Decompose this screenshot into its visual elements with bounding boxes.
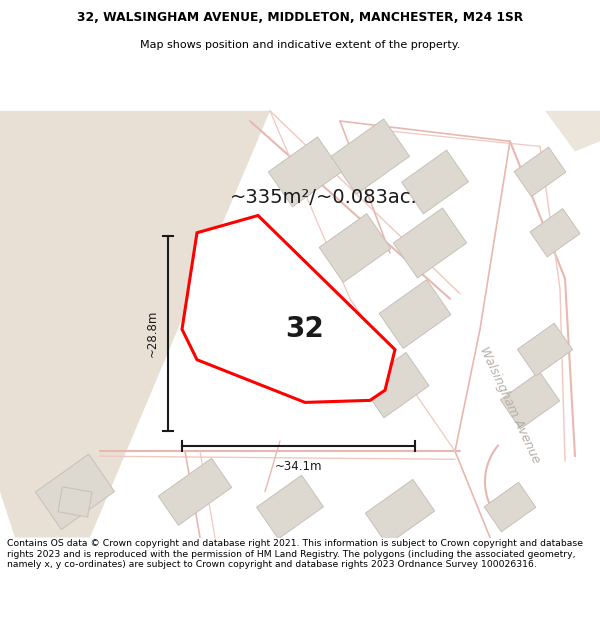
Polygon shape	[484, 482, 536, 532]
Polygon shape	[530, 209, 580, 257]
Text: ~28.8m: ~28.8m	[146, 309, 158, 357]
Polygon shape	[394, 208, 467, 278]
Text: Contains OS data © Crown copyright and database right 2021. This information is : Contains OS data © Crown copyright and d…	[7, 539, 583, 569]
Polygon shape	[545, 111, 600, 151]
Polygon shape	[517, 323, 572, 376]
Polygon shape	[257, 475, 323, 539]
Polygon shape	[0, 111, 270, 538]
Polygon shape	[331, 119, 410, 194]
Polygon shape	[182, 216, 395, 402]
Polygon shape	[35, 454, 115, 529]
Text: 32: 32	[286, 315, 325, 343]
Polygon shape	[379, 279, 451, 348]
Polygon shape	[514, 147, 566, 196]
Text: Map shows position and indicative extent of the property.: Map shows position and indicative extent…	[140, 39, 460, 49]
Polygon shape	[58, 487, 92, 517]
Polygon shape	[365, 479, 434, 545]
Polygon shape	[319, 214, 391, 282]
Text: 32, WALSINGHAM AVENUE, MIDDLETON, MANCHESTER, M24 1SR: 32, WALSINGHAM AVENUE, MIDDLETON, MANCHE…	[77, 11, 523, 24]
Text: ~34.1m: ~34.1m	[275, 460, 322, 473]
Polygon shape	[361, 352, 429, 418]
Polygon shape	[158, 458, 232, 525]
Polygon shape	[247, 292, 323, 366]
Polygon shape	[268, 137, 341, 207]
Polygon shape	[401, 150, 469, 214]
Text: ~335m²/~0.083ac.: ~335m²/~0.083ac.	[230, 188, 418, 207]
Text: Walsingham Avenue: Walsingham Avenue	[477, 345, 543, 466]
Polygon shape	[500, 372, 560, 429]
